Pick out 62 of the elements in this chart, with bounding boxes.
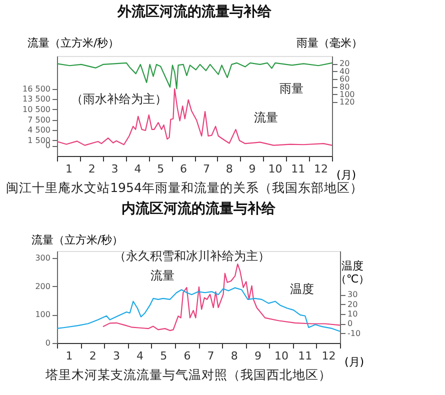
line-series (102, 263, 341, 332)
y-axis-title: 流量（立方米/秒） (28, 36, 120, 50)
y2-axis-title: 雨量（毫米） (296, 36, 362, 50)
series-label: 温度 (290, 282, 314, 296)
y2-tick-label: 10 (348, 309, 358, 318)
annotation: （永久积雪和冰川补给为主） (114, 249, 270, 263)
x-tick-label: 9 (254, 350, 262, 362)
y2-tick-label: 30 (348, 290, 358, 300)
y2-tick-label: 100 (340, 90, 355, 99)
x-tick-label: 6 (184, 350, 191, 362)
x-tick-label: 3 (111, 162, 118, 176)
x-tick-label: 11 (298, 350, 312, 362)
chart-title: 内流区河流的流量与补给 (122, 200, 276, 217)
x-tick-label: 7 (202, 162, 210, 176)
y2-tick-label: 80 (340, 82, 350, 92)
y-tick-label: 10 500 (22, 104, 50, 114)
x-tick-label: 9 (248, 162, 256, 176)
y-tick-label: 1 500 (28, 136, 50, 145)
x-tick-label: 8 (230, 350, 238, 362)
y-tick-label: 4 500 (28, 126, 50, 135)
x-tick-label: 5 (157, 162, 164, 176)
y-tick-label: 16 500 (22, 84, 50, 94)
y2-tick-label: 120 (340, 98, 355, 107)
y2-tick-label: 60 (340, 74, 350, 84)
y2-tick-label: 20 (348, 300, 358, 309)
x-axis-title: (月) (336, 168, 356, 182)
y2-axis-title: 温度（℃） (335, 260, 370, 286)
y2-tick-label: 0 (348, 319, 353, 328)
x-tick-label: 4 (134, 162, 142, 176)
x-tick-label: 1 (65, 162, 72, 176)
chart-title: 外流区河流的流量与补给 (116, 3, 272, 20)
x-tick-label: 12 (314, 162, 328, 176)
y2-tick-label: 20 (340, 59, 350, 68)
y-tick-label: 0 (45, 338, 50, 348)
text: 塔里木河某支流流量与气温对照（我国西北地区） (44, 367, 332, 382)
y2-tick-label: 40 (340, 66, 350, 76)
x-tick-label: 10 (274, 350, 289, 362)
x-tick-label: 7 (207, 350, 214, 362)
series-label: 流量 (254, 110, 278, 124)
x-tick-label: 12 (322, 350, 336, 362)
y-axis-title: 流量（立方米/秒） (32, 234, 124, 246)
text: 闽江十里庵水文站1954年雨量和流量的关系（我国东部地区） (6, 180, 363, 195)
x-tick-label: 2 (89, 350, 96, 362)
y2-tick-label: -10 (348, 328, 361, 338)
annotation: （雨水补给为主） (71, 92, 167, 106)
x-tick-label: 2 (88, 162, 96, 176)
x-tick-label: 11 (291, 162, 306, 176)
x-tick-label: 3 (112, 350, 120, 362)
x-tick-label: 4 (136, 350, 144, 362)
y-tick-label: 7 500 (28, 115, 50, 124)
series-label: 流量 (150, 268, 175, 283)
y-tick-label: 300 (35, 254, 50, 263)
y-tick-label: 100 (35, 310, 50, 320)
x-tick-label: 5 (160, 350, 168, 362)
x-tick-label: 1 (66, 350, 73, 362)
series-label: 雨量 (280, 81, 304, 96)
y-tick-label: 13 500 (22, 94, 50, 104)
x-tick-label: 8 (226, 162, 233, 176)
x-tick-label: 6 (180, 162, 188, 176)
y-tick-label: 200 (35, 282, 50, 291)
x-axis-title: (月) (344, 356, 364, 368)
x-tick-label: 10 (268, 162, 282, 176)
